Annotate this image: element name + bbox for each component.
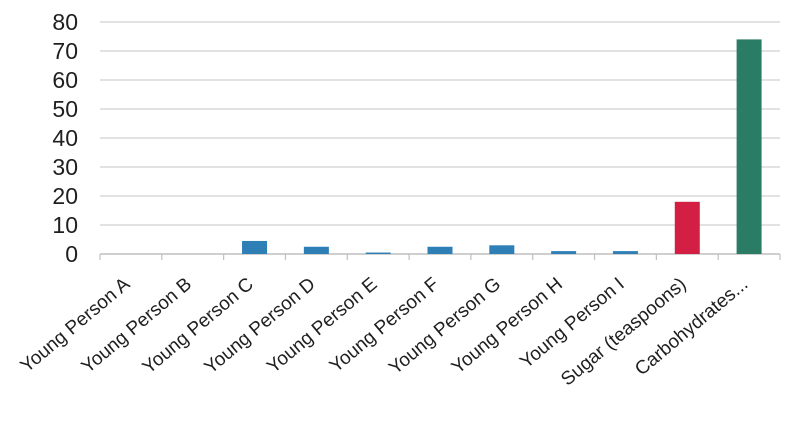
category-label: Young Person F: [326, 274, 443, 377]
bar: [303, 246, 329, 254]
y-tick-label: 60: [52, 67, 78, 93]
category-label: Young Person B: [78, 274, 196, 378]
category-label: Young Person D: [201, 274, 320, 379]
y-tick-label: 30: [52, 154, 78, 180]
bar: [365, 252, 391, 254]
bar: [612, 251, 638, 254]
y-tick-label: 40: [52, 125, 78, 151]
bar: [427, 246, 453, 254]
category-label: Young Person H: [448, 274, 567, 379]
bar: [674, 201, 700, 254]
category-label: Young Person E: [263, 274, 381, 378]
y-tick-label: 50: [52, 96, 78, 122]
y-tick-label: 0: [65, 241, 78, 267]
bar: [489, 245, 515, 254]
bars: [242, 39, 762, 255]
category-label: Carbohydrates...: [631, 274, 752, 380]
category-label: Young Person C: [139, 274, 258, 379]
y-tick-label: 80: [52, 9, 78, 35]
y-tick-label: 10: [52, 212, 78, 238]
bar: [736, 39, 762, 255]
y-tick-label: 70: [52, 38, 78, 64]
category-label: Young Person I: [516, 274, 628, 373]
category-label: Young Person A: [17, 274, 135, 377]
category-label: Young Person G: [385, 274, 505, 379]
y-tick-label: 20: [52, 183, 78, 209]
gridlines: [100, 21, 780, 226]
bar: [551, 251, 577, 254]
bar: [242, 240, 268, 254]
